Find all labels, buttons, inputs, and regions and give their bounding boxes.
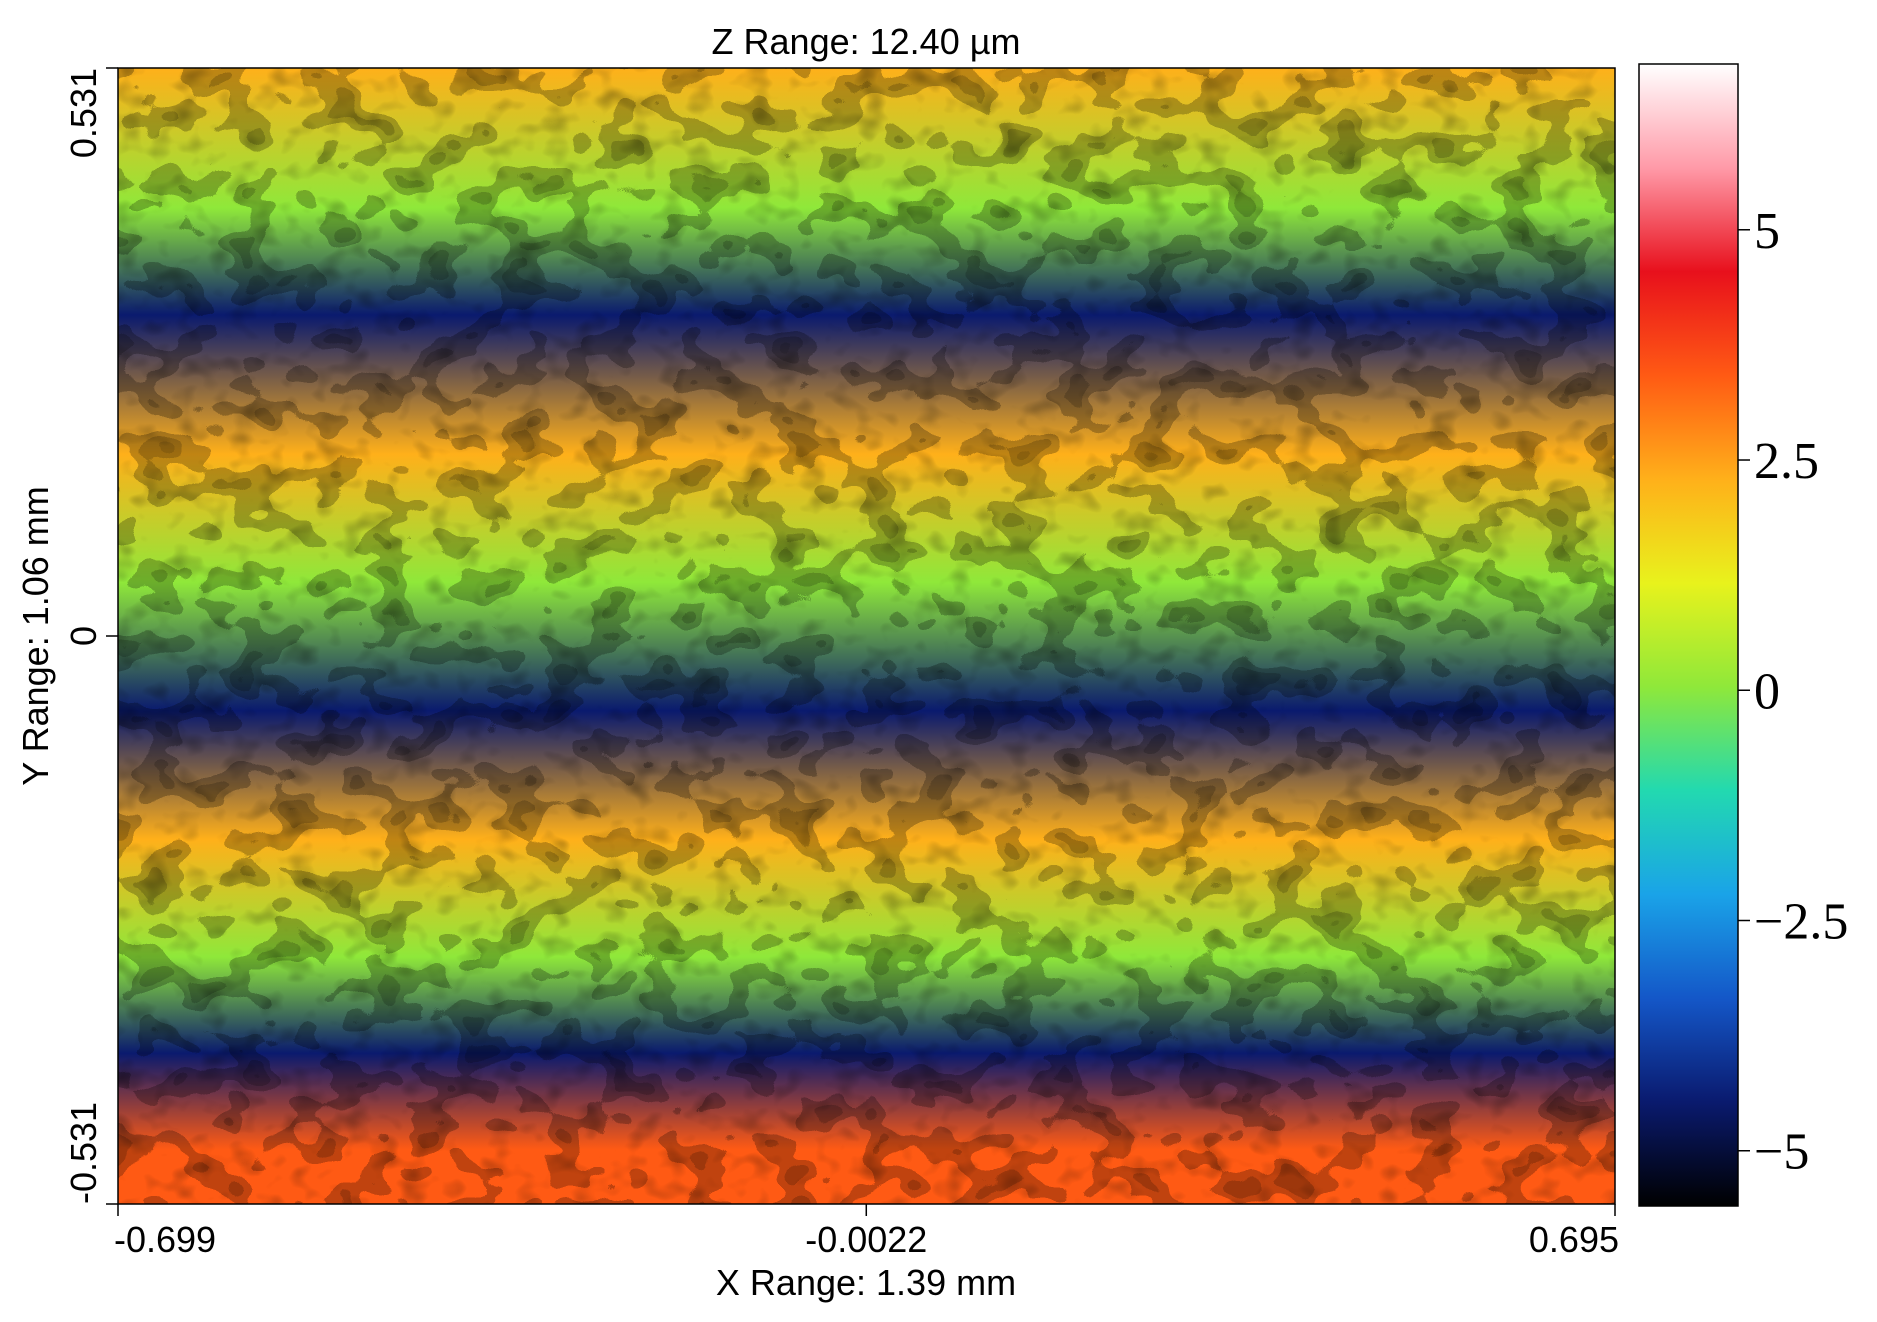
colorbar-tick-label: −2.5 [1754,894,1848,951]
x-tick-label: -0.699 [114,1219,216,1260]
y-axis-label: Y Range: 1.06 mm [15,486,56,786]
x-tick-label: 0.695 [1529,1219,1619,1260]
colorbar-tick-label: 5 [1754,203,1780,260]
y-tick-label: 0.531 [63,68,104,158]
colorbar-tick-label: 2.5 [1754,433,1819,490]
chart-title: Z Range: 12.40 µm [712,21,1021,62]
heatmap-plot-area [118,68,1615,1204]
colorbar-tick-label: −5 [1754,1124,1809,1181]
colorbar: 5 2.5 0 −2.5 −5 [1638,63,1848,1207]
heatmap-texture-warm [118,68,1615,1204]
x-tick-label: -0.0022 [805,1219,927,1260]
y-tick-label: -0.531 [63,1102,104,1204]
colorbar-ticks: 5 2.5 0 −2.5 −5 [1738,203,1848,1181]
x-axis-ticks: -0.699 -0.0022 0.695 [114,1204,1619,1260]
y-axis-ticks: 0.531 0 -0.531 [63,67,118,1205]
x-axis-label: X Range: 1.39 mm [716,1262,1016,1303]
colorbar-bar [1638,63,1739,1207]
y-tick-label: 0 [63,626,104,646]
colorbar-tick-label: 0 [1754,663,1780,720]
